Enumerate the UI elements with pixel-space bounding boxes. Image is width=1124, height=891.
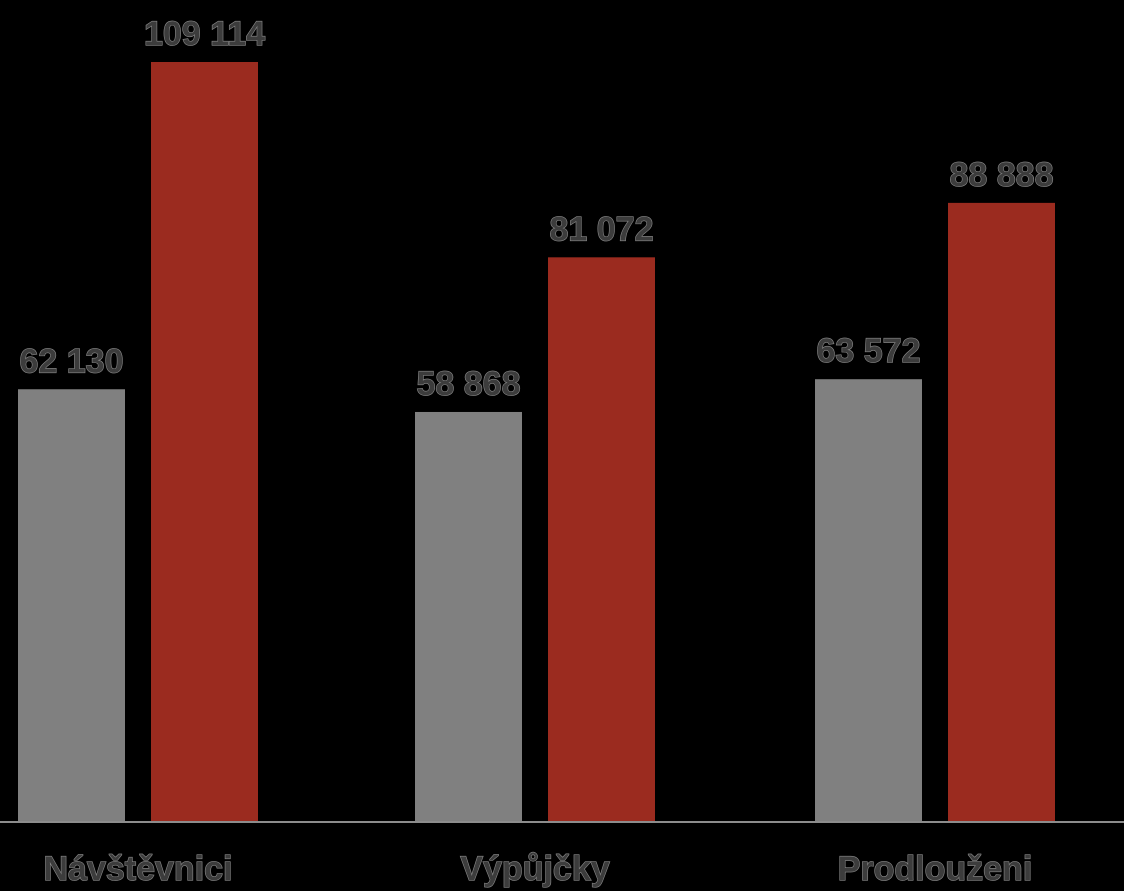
bar-red-2 — [948, 202, 1055, 822]
category-labels-layer: Návštěvnici Výpůjčky Prodlouženi — [43, 849, 1033, 888]
value-label-gray-0: 62 130 — [20, 342, 124, 380]
value-label-gray-2: 63 572 — [817, 332, 921, 370]
value-labels-layer: 62 130 109 114 58 868 81 072 63 572 88 888 — [19, 14, 1054, 403]
bar-gray-1 — [415, 411, 522, 822]
bar-red-1 — [548, 257, 655, 822]
value-label-red-2: 88 888 — [950, 156, 1054, 194]
value-label-gray-1: 58 868 — [417, 365, 521, 403]
category-label-0: Návštěvnici — [44, 850, 233, 888]
category-label-2: Prodlouženi — [838, 850, 1033, 888]
bar-gray-2 — [815, 379, 922, 822]
value-label-red-0: 109 114 — [144, 15, 265, 53]
value-label-red-1: 81 072 — [550, 210, 654, 248]
bar-red-0 — [151, 62, 258, 822]
category-label-1: Výpůjčky — [460, 850, 609, 888]
bars-layer — [18, 62, 1055, 822]
bar-gray-0 — [18, 389, 125, 822]
